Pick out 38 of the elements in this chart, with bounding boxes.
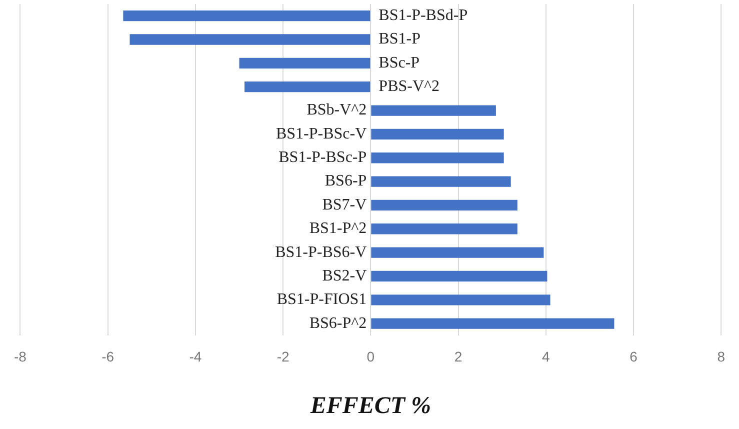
x-tick-label: -2 [276, 348, 290, 365]
bar [239, 58, 370, 69]
bar [371, 105, 496, 116]
x-tick-label: 0 [366, 348, 375, 365]
y-tick-label: BSb-V^2 [306, 102, 367, 119]
x-axis-title: EFFECT % [309, 392, 432, 419]
bar [371, 152, 504, 164]
x-tick-label: 8 [717, 348, 726, 365]
y-tick-label: BS1-P-BSd-P [378, 7, 468, 24]
y-tick-label: BS7-V [322, 196, 368, 214]
x-tick-label: 2 [454, 348, 462, 365]
y-tick-label: BS1-P [378, 30, 421, 48]
y-tick-label: BS1-P-BSc-P [278, 149, 367, 166]
bar [371, 294, 550, 306]
bar [371, 247, 544, 258]
bar [244, 82, 370, 92]
bar [371, 318, 614, 329]
x-tick-label: -8 [14, 348, 27, 365]
x-tick-label: -6 [102, 348, 114, 365]
bar [371, 176, 511, 187]
y-tick-label: BS1-P-BSc-V [276, 125, 368, 142]
x-tick-label: 6 [630, 348, 638, 365]
y-tick-label: BS6-P [324, 172, 367, 190]
y-tick-label: BS1-P-FIOS1 [276, 291, 367, 308]
y-tick-label: BS2-V [322, 267, 368, 284]
x-tick-label: 4 [542, 348, 550, 365]
y-tick-label: BS1-P-BS6-V [275, 244, 368, 261]
bar [371, 224, 518, 234]
bar [130, 34, 370, 45]
bar [371, 200, 518, 211]
bar [123, 10, 370, 22]
bar [371, 270, 548, 282]
bar [371, 128, 504, 140]
x-tick-label: -4 [189, 348, 202, 365]
y-tick-label: BS6-P^2 [309, 314, 367, 332]
y-tick-label: BS1-P^2 [309, 220, 367, 238]
y-tick-label: BSc-P [378, 54, 420, 72]
y-tick-label: PBS-V^2 [378, 78, 440, 96]
